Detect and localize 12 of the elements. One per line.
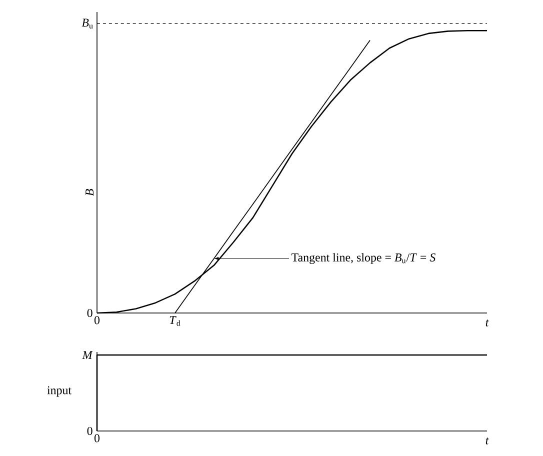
- text: 0: [94, 316, 100, 324]
- ref-line-label: B$_{u}$: [82, 18, 93, 28]
- text: 0: [94, 434, 100, 442]
- y-axis-title: B: [86, 189, 94, 196]
- annotation: Tangent line, slope = B$_{u}$/T = S: [292, 253, 436, 264]
- x-axis-title: t: [486, 438, 489, 444]
- text: T$_{d}$: [170, 316, 180, 326]
- y-axis-title: input: [47, 386, 72, 397]
- annotation: M: [82, 351, 93, 359]
- text: 0: [87, 308, 92, 318]
- x-axis-title: t: [486, 320, 489, 326]
- annotation: 0: [87, 426, 92, 436]
